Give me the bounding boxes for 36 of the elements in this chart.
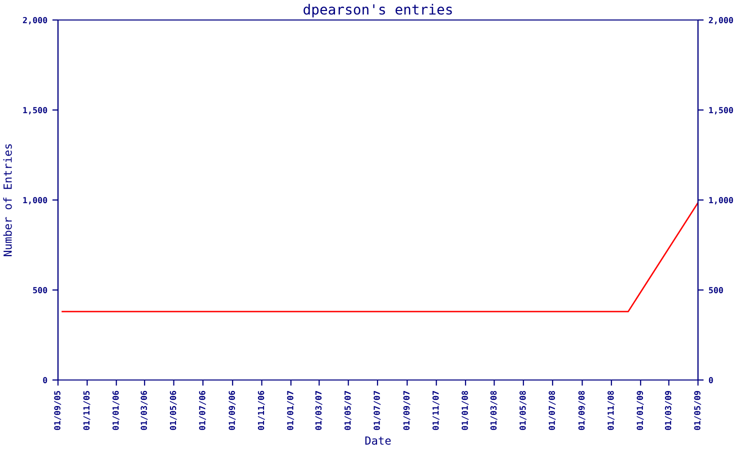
x-tick-label: 01/09/06 (228, 390, 236, 430)
chart-title: dpearson's entries (304, 4, 452, 18)
x-tick-label: 01/01/06 (112, 390, 120, 430)
y-tick-label: 500 (33, 286, 48, 294)
x-axis-title: Date (365, 436, 391, 445)
y-axis-title: Number of Entries (3, 144, 12, 256)
x-tick-label: 01/09/07 (403, 391, 410, 430)
x-tick-label: 01/07/07 (374, 391, 381, 430)
x-tick-label: 01/03/07 (315, 391, 322, 430)
x-tick-label: 01/03/08 (490, 390, 498, 430)
y-tick-label: 1,000 (23, 196, 48, 204)
x-tick-label: 01/11/08 (608, 390, 614, 430)
x-tick-label: 01/03/09 (664, 390, 672, 430)
y2-tick-label: 0 (708, 376, 713, 384)
y2-tick-label: 1,000 (709, 196, 733, 204)
x-tick-label: 01/05/09 (694, 390, 702, 430)
y2-tick-label: 2,000 (708, 16, 733, 24)
y-tick-label: 1,500 (23, 106, 48, 114)
x-tick-label: 01/01/07 (287, 391, 294, 430)
x-tick-label: 01/07/06 (199, 390, 206, 430)
x-tick-label: 01/05/06 (170, 390, 177, 430)
x-tick-label: 01/01/09 (636, 390, 644, 430)
y2-tick-label: 1,500 (709, 106, 733, 114)
x-tick-label: 01/11/07 (432, 391, 440, 430)
x-tick-label: 01/09/08 (578, 390, 586, 430)
x-tick-label: 01/11/06 (258, 390, 265, 430)
x-tick-label: 01/05/07 (344, 391, 352, 430)
x-tick-label: 01/09/05 (54, 390, 62, 430)
x-tick-label: 01/07/08 (548, 390, 556, 430)
y-tick-label: 0 (43, 376, 48, 384)
y2-tick-label: 500 (709, 286, 723, 294)
y-tick-label: 2,000 (22, 16, 48, 24)
x-tick-label: 01/01/08 (462, 390, 469, 430)
x-tick-label: 01/05/08 (520, 390, 526, 430)
x-tick-label: 01/03/06 (140, 390, 148, 430)
x-tick-label: 01/11/05 (83, 390, 90, 430)
